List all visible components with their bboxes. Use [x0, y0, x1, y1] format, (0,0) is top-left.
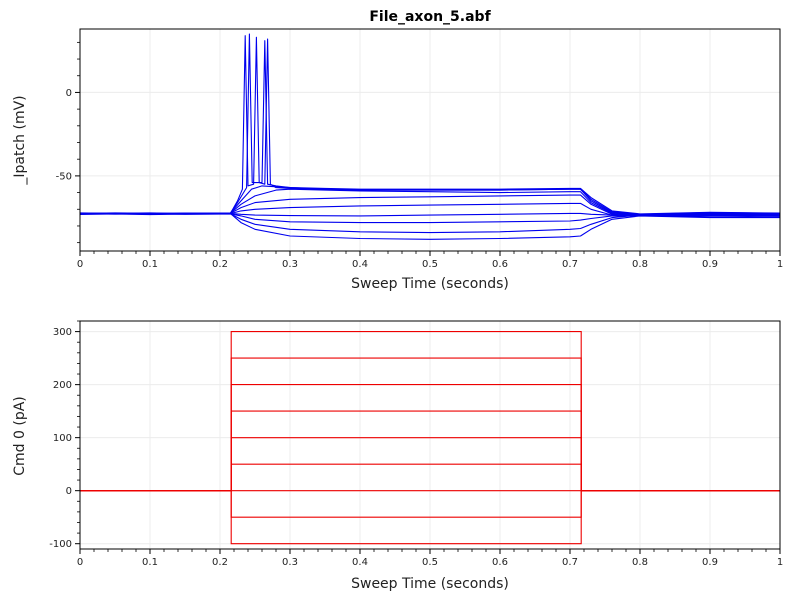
- voltage-x-tick-label: 0.5: [422, 259, 438, 270]
- command-traces: [80, 331, 780, 545]
- voltage-x-axis: 0 0.1 0.2 0.3 0.4 0.5 0.6 0.7 0.8 0.9 1: [77, 251, 783, 270]
- command-y-tick-label: 200: [53, 380, 72, 391]
- command-y-tick-label: 100: [53, 433, 72, 444]
- command-x-tick-label: 0.8: [632, 557, 648, 568]
- command-x-axis-label: Sweep Time (seconds): [351, 576, 509, 592]
- voltage-y-axis-label: _Ipatch (mV): [12, 95, 28, 185]
- voltage-y-axis: -50 0: [56, 41, 80, 244]
- voltage-trace: [79, 33, 781, 215]
- command-grid: [79, 321, 781, 549]
- command-x-tick-label: 0.9: [702, 557, 718, 568]
- voltage-x-axis-label: Sweep Time (seconds): [351, 276, 509, 292]
- command-y-axis: -100 0 100 200 300: [49, 320, 80, 550]
- command-y-tick-label: -100: [49, 539, 72, 550]
- command-trace: [80, 331, 780, 492]
- voltage-grid: [79, 29, 781, 251]
- voltage-y-tick-label: 0: [66, 88, 72, 99]
- voltage-x-tick-label: 0: [77, 259, 83, 270]
- command-x-tick-label: 0.5: [422, 557, 438, 568]
- command-y-tick-label: 300: [53, 327, 72, 338]
- command-x-tick-label: 1: [777, 557, 783, 568]
- voltage-chart: File_axon_5.abf 0 0.1 0.2 0.3 0.4 0.5 0.6 0.7 0.…: [12, 9, 783, 292]
- voltage-x-tick-label: 0.8: [632, 259, 648, 270]
- chart-title: File_axon_5.abf: [369, 9, 491, 25]
- command-x-tick-label: 0.7: [562, 557, 578, 568]
- voltage-x-tick-label: 1: [777, 259, 783, 270]
- command-x-tick-label: 0.1: [142, 557, 158, 568]
- command-chart: 0 0.1 0.2 0.3 0.4 0.5 0.6 0.7 0.8 0.9 1 -100 0 100 20…: [12, 320, 783, 592]
- voltage-y-tick-label: -50: [56, 171, 72, 182]
- voltage-x-tick-label: 0.2: [212, 259, 228, 270]
- command-x-tick-label: 0.2: [212, 557, 228, 568]
- voltage-x-tick-label: 0.6: [492, 259, 508, 270]
- voltage-x-tick-label: 0.4: [352, 259, 368, 270]
- command-x-axis: 0 0.1 0.2 0.3 0.4 0.5 0.6 0.7 0.8 0.9 1: [77, 549, 783, 568]
- voltage-x-tick-label: 0.7: [562, 259, 578, 270]
- voltage-traces: [79, 33, 781, 240]
- voltage-x-tick-label: 0.3: [282, 259, 298, 270]
- voltage-x-tick-label: 0.9: [702, 259, 718, 270]
- voltage-x-tick-label: 0.1: [142, 259, 158, 270]
- command-y-tick-label: 0: [66, 486, 72, 497]
- command-x-tick-label: 0: [77, 557, 83, 568]
- command-x-tick-label: 0.6: [492, 557, 508, 568]
- command-x-tick-label: 0.3: [282, 557, 298, 568]
- command-x-tick-label: 0.4: [352, 557, 368, 568]
- command-y-axis-label: Cmd 0 (pA): [12, 396, 28, 476]
